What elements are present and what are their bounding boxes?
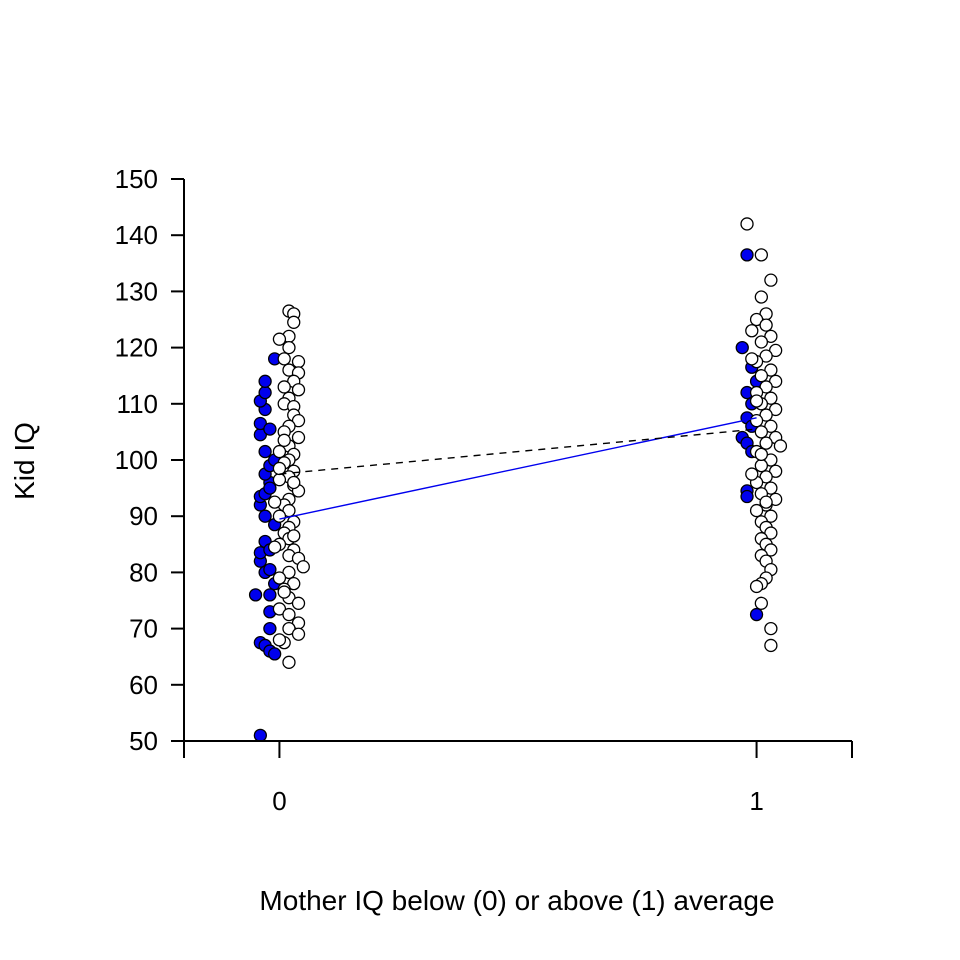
y-tick-label: 80 [129, 557, 158, 587]
white-point [277, 433, 291, 447]
white-point [754, 248, 768, 262]
blue-point [735, 340, 749, 355]
blue-point [263, 562, 277, 577]
white-point [764, 638, 778, 653]
white-point [773, 439, 788, 453]
y-tick-label: 90 [129, 501, 158, 531]
y-tick-label: 110 [117, 389, 158, 419]
white-point [764, 273, 778, 287]
y-tick-label: 70 [129, 614, 158, 644]
white-point [759, 436, 773, 450]
white-point [749, 394, 764, 408]
blue-point [749, 607, 764, 622]
y-tick-label: 120 [115, 333, 158, 363]
blue-point [258, 374, 272, 388]
blue-point [248, 588, 263, 602]
white-point [287, 529, 301, 543]
y-tick-label: 100 [115, 445, 158, 475]
white-point [740, 217, 754, 231]
blue-fit-line [279, 417, 757, 520]
x-tick-label: 1 [749, 786, 763, 816]
white-point [272, 461, 287, 476]
white-point [272, 571, 287, 585]
blue-point [263, 481, 277, 495]
white-point [268, 540, 282, 554]
blue-point [258, 385, 272, 400]
white-point [764, 621, 778, 636]
white-point [745, 352, 759, 366]
white-point [754, 369, 768, 383]
white-point [754, 596, 768, 610]
white-point [745, 324, 759, 338]
white-point [754, 335, 768, 349]
blue-point [263, 422, 277, 436]
y-tick-label: 140 [115, 220, 158, 250]
lines-layer [279, 417, 757, 520]
white-point [291, 596, 306, 610]
white-point [282, 655, 296, 669]
blue-point [258, 509, 272, 523]
blue-point [268, 647, 282, 661]
white-point [754, 447, 768, 462]
black-fit-line [279, 428, 757, 475]
y-tick-label: 130 [115, 276, 158, 306]
white-point [282, 340, 296, 355]
blue-point [263, 588, 277, 602]
white-point [287, 475, 301, 490]
white-point [749, 414, 764, 428]
white-point [749, 503, 764, 518]
white-point [754, 290, 768, 304]
x-axis-title: Mother IQ below (0) or above (1) average [259, 885, 774, 916]
white-point [272, 633, 287, 647]
white-point [277, 380, 291, 394]
white-point [291, 430, 306, 445]
white-point [272, 509, 287, 523]
blue-point [740, 489, 754, 504]
x-tick-label: 0 [272, 786, 286, 816]
y-axis-title: Kid IQ [9, 422, 40, 500]
white-point [277, 585, 291, 599]
white-point [272, 444, 287, 459]
axes-layer: 50 60 70 80 90 100 110 120 130 140 150 0 1 [115, 164, 853, 816]
white-point [277, 352, 291, 366]
white-point [759, 495, 773, 509]
white-point [268, 495, 282, 509]
y-tick-label: 50 [129, 726, 158, 756]
y-tick-label: 60 [129, 670, 158, 700]
blue-point [740, 248, 754, 262]
white-point [291, 354, 306, 369]
white-point [759, 318, 773, 332]
white-point [282, 607, 296, 622]
blue-point [258, 444, 272, 459]
white-point [287, 315, 301, 329]
white-point [291, 383, 306, 397]
white-point [745, 467, 759, 481]
white-point [754, 425, 768, 439]
blue-point [253, 728, 267, 743]
points-layer [248, 217, 788, 743]
white-point [296, 560, 310, 574]
blue-point [263, 621, 277, 636]
white-point [754, 458, 768, 473]
y-tick-label: 150 [115, 164, 158, 194]
white-point [272, 332, 287, 346]
white-point [749, 579, 764, 594]
white-point [272, 473, 287, 487]
white-point [291, 627, 306, 641]
